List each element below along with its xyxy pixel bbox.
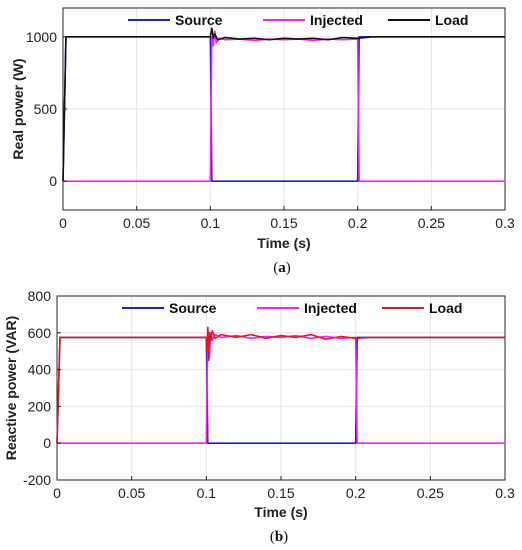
x-tick-label-a-6: 0.3 — [495, 215, 515, 231]
series-line-a-injected — [63, 30, 505, 182]
y-axis-label-b: Reactive power (VAR) — [3, 316, 19, 460]
series-line-a-load — [62, 27, 505, 182]
legend-label-a-load: Load — [435, 12, 468, 28]
x-tick-label-a-0: 0 — [59, 215, 67, 231]
x-tick-label-b-3: 0.15 — [267, 485, 294, 501]
x-tick-label-b-2: 0.1 — [197, 485, 217, 501]
legend-label-b-injected: Injected — [304, 300, 357, 316]
y-tick-label-a-2: 1000 — [26, 29, 57, 45]
y-tick-label-a-0: 0 — [49, 173, 57, 189]
x-tick-label-b-4: 0.2 — [346, 485, 366, 501]
caption-a: (a) — [273, 260, 291, 276]
ticks-a: 0 0.05 0.1 0.15 0.2 0.25 0.3 0 500 1000 — [26, 29, 515, 231]
series-line-b-load — [56, 326, 505, 444]
legend-label-a-injected: Injected — [310, 12, 363, 28]
y-tick-label-b-3: 400 — [28, 362, 52, 378]
x-axis-label-b: Time (s) — [254, 504, 307, 520]
y-axis-label-a: Real power (W) — [10, 58, 26, 159]
legend-b: Source Injected Load — [122, 300, 462, 316]
x-tick-label-a-3: 0.15 — [270, 215, 297, 231]
x-tick-label-a-4: 0.2 — [348, 215, 368, 231]
x-tick-label-b-0: 0 — [53, 485, 61, 501]
chart-panel-b: 0 0.05 0.1 0.15 0.2 0.25 0.3-2000200400600800 … — [3, 288, 515, 545]
legend-label-b-source: Source — [169, 300, 217, 316]
x-axis-label-a: Time (s) — [257, 235, 310, 251]
legend-a: Source Injected Load — [128, 12, 468, 28]
chart-panel-a: 0 0.05 0.1 0.15 0.2 0.25 0.3 0 500 1000 Source Inj… — [10, 7, 515, 276]
x-tick-label-b-5: 0.25 — [417, 485, 444, 501]
grid-b — [56, 295, 506, 481]
x-tick-label-b-6: 0.3 — [495, 485, 515, 501]
y-tick-label-b-4: 600 — [28, 325, 52, 341]
caption-b: (b) — [270, 529, 288, 545]
legend-label-a-source: Source — [175, 12, 223, 28]
x-tick-label-a-2: 0.1 — [201, 215, 221, 231]
y-tick-label-b-5: 800 — [28, 288, 52, 304]
x-tick-label-a-5: 0.25 — [418, 215, 445, 231]
caption-letter-a: a — [278, 260, 286, 276]
legend-label-b-load: Load — [429, 300, 462, 316]
y-tick-label-b-2: 200 — [28, 398, 52, 414]
y-tick-label-b-1: 0 — [43, 435, 51, 451]
y-tick-label-a-1: 500 — [34, 101, 58, 117]
y-tick-label-b-0: -200 — [23, 472, 51, 488]
caption-letter-b: b — [275, 529, 283, 545]
x-tick-label-a-1: 0.05 — [123, 215, 150, 231]
x-tick-label-b-1: 0.05 — [118, 485, 145, 501]
series-b — [56, 326, 505, 445]
